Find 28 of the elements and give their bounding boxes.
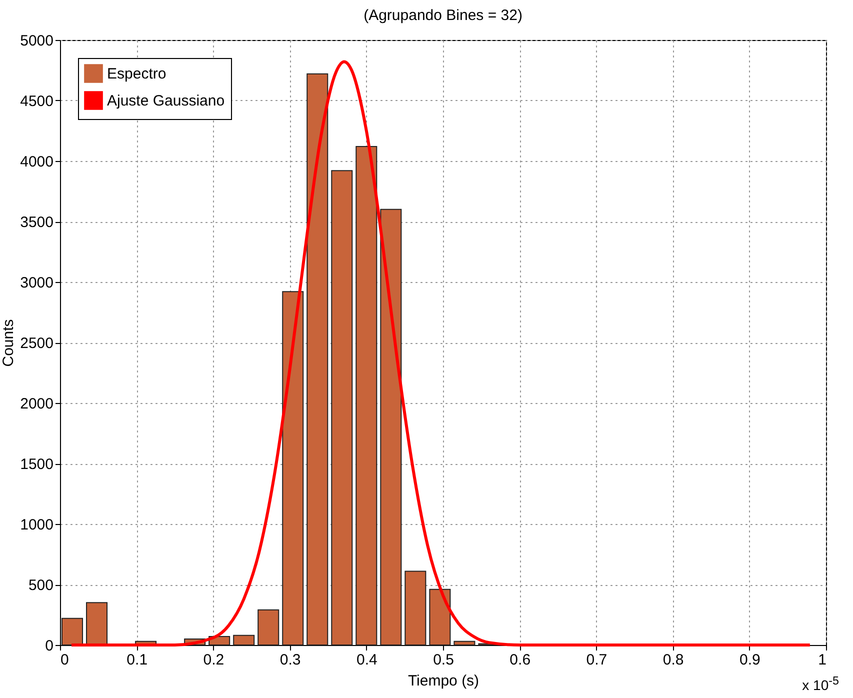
x-tick-label: 0.2 <box>203 652 224 668</box>
x-tick-label: 0.6 <box>510 652 531 668</box>
x-tick-label: 0.5 <box>433 652 454 668</box>
y-axis-title: Counts <box>0 319 18 367</box>
x-tick-label: 0.3 <box>280 652 301 668</box>
x-tick-label: 0.4 <box>356 652 378 668</box>
y-tick-label: 3000 <box>20 274 54 292</box>
y-tick-label: 5000 <box>20 32 54 50</box>
y-tick-label: 0 <box>45 638 54 654</box>
y-tick-label: 500 <box>28 577 54 594</box>
x-tick-label: 0.1 <box>126 652 148 668</box>
x-tick-label: 1 <box>818 652 826 668</box>
y-tick-label: 2000 <box>20 396 54 412</box>
y-tick-label: 4500 <box>20 93 54 110</box>
y-tick-label: 4000 <box>20 154 54 170</box>
y-tick-label: 2500 <box>20 335 54 352</box>
y-tick-label: 1500 <box>20 456 54 473</box>
x-tick-label: 0 <box>60 652 69 668</box>
x-tick-label: 0.7 <box>586 652 608 668</box>
chart-title: (Agrupando Bines = 32) <box>364 7 522 24</box>
legend-label: Ajuste Gaussiano <box>107 92 225 110</box>
y-tick-label: 3500 <box>20 214 54 231</box>
y-tick-label: 1000 <box>20 516 54 534</box>
x-axis-title: Tiempo (s) <box>408 672 480 690</box>
text: x 10$^{-5}$ <box>802 674 839 693</box>
legend-label: Espectro <box>107 66 166 82</box>
x-tick-label: 0.9 <box>739 652 760 668</box>
x-tick-label: 0.8 <box>662 652 684 668</box>
